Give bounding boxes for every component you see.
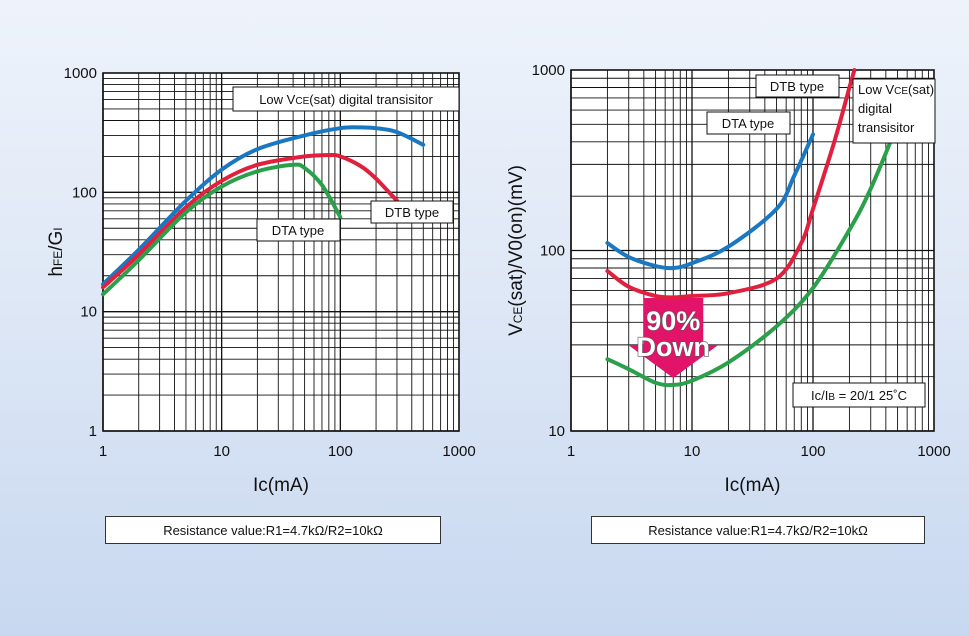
right-plot-border xyxy=(570,69,935,432)
label-condition-text: Ic/IB = 20/1 25˚C xyxy=(811,388,907,403)
down-arrow-shape xyxy=(628,298,719,378)
label-dta-right: DTA type xyxy=(706,111,791,135)
right-ytick-label: 100 xyxy=(540,243,565,260)
label-dtb-left-text: DTB type xyxy=(385,205,439,220)
label-dta-left-frame xyxy=(256,218,341,242)
left-xtick-label: 1000 xyxy=(442,443,475,460)
label-low-vce-right-line3: transisitor xyxy=(858,120,915,135)
right-y-axis-label: VCE(sat)/V0(on)(mV) xyxy=(506,165,527,336)
left-y-axis-label: hFE/GI xyxy=(46,227,67,276)
right-series-line-3 xyxy=(605,122,900,388)
left-plot-area xyxy=(103,73,459,431)
right-ytick-label: 10 xyxy=(548,423,565,440)
label-low-vce-right-line2: digital xyxy=(858,101,892,116)
right-xtick-label: 1 xyxy=(567,443,575,460)
left-xtick-label: 10 xyxy=(213,443,230,460)
right-series-line-1 xyxy=(605,132,815,271)
left-x-axis-label: Ic(mA) xyxy=(253,475,309,496)
label-low-vce-right-frame xyxy=(852,78,936,144)
right-x-axis-label: Ic(mA) xyxy=(725,475,781,496)
left-ytick-label: 10 xyxy=(80,304,97,321)
label-condition: Ic/IB = 20/1 25˚C xyxy=(792,382,926,408)
label-low-vce-left-frame xyxy=(232,86,460,112)
label-low-vce-left-text: Low VCE(sat) digital transisitor xyxy=(259,92,433,107)
right-xtick-label: 10 xyxy=(684,443,701,460)
label-dta-right-frame xyxy=(706,111,791,135)
label-dta-right-text: DTA type xyxy=(722,116,775,131)
label-condition-frame xyxy=(792,382,926,408)
left-ytick-label: 1 xyxy=(89,423,97,440)
left-ytick-label: 1000 xyxy=(64,65,97,82)
right-xtick-label: 1000 xyxy=(917,443,950,460)
label-dtb-right-frame xyxy=(755,74,840,98)
left-series-line-3 xyxy=(101,162,343,297)
right-ytick-label: 1000 xyxy=(532,62,565,79)
left-xtick-label: 1 xyxy=(99,443,107,460)
right-xtick-label: 100 xyxy=(800,443,825,460)
label-dtb-left-frame xyxy=(370,200,454,224)
right-series-line-2 xyxy=(605,68,857,300)
left-resistance-note: Resistance value:R1=4.7kΩ/R2=10kΩ xyxy=(105,516,441,544)
label-low-vce-left: Low VCE(sat) digital transisitor xyxy=(232,86,460,112)
callout-line2: Down xyxy=(637,332,711,362)
label-dtb-right-text: DTB type xyxy=(770,79,824,94)
label-dta-left: DTA type xyxy=(256,218,341,242)
right-chart: 1 10 100 1000101001000Ic(mA)VCE(sat)/V0(on)… xyxy=(506,62,951,496)
label-low-vce-right: Low VCE(sat) digital transisitor xyxy=(852,78,936,144)
left-series-line-1 xyxy=(101,125,426,287)
label-dtb-left: DTB type xyxy=(370,200,454,224)
label-dta-left-text: DTA type xyxy=(272,223,325,238)
right-resistance-note: Resistance value:R1=4.7kΩ/R2=10kΩ xyxy=(591,516,925,544)
left-chart: 1 10 100 1000 1 10 100 1000 Ic(mA) hFE/GI Low VCE(… xyxy=(46,65,476,496)
left-xtick-label: 100 xyxy=(328,443,353,460)
left-series-line-2 xyxy=(101,153,399,290)
down-arrow-callout: 90%Down xyxy=(628,298,719,378)
left-plot-border xyxy=(102,72,460,432)
label-low-vce-right-line1: Low VCE(sat) xyxy=(858,82,934,97)
left-ytick-label: 100 xyxy=(72,184,97,201)
callout-line1: 90% xyxy=(646,306,700,336)
label-dtb-right: DTB type xyxy=(755,74,840,98)
